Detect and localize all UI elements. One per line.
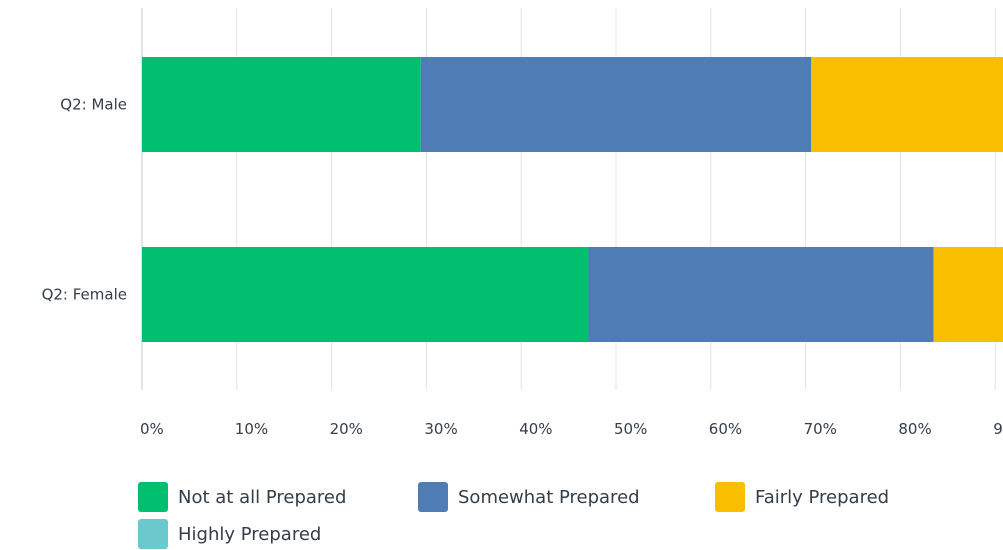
legend-swatch bbox=[418, 482, 448, 512]
category-label: Q2: Female bbox=[42, 286, 127, 304]
x-tick-label: 50% bbox=[614, 420, 647, 438]
x-tick-label: 0% bbox=[140, 420, 164, 438]
x-tick-label: 40% bbox=[519, 420, 552, 438]
bar-segment[interactable] bbox=[811, 57, 1003, 152]
x-tick-label: 90 bbox=[993, 420, 1003, 438]
x-tick-label: 60% bbox=[709, 420, 742, 438]
legend-label: Fairly Prepared bbox=[755, 486, 890, 508]
legend-label: Highly Prepared bbox=[178, 523, 322, 545]
bar-segment[interactable] bbox=[588, 247, 934, 342]
legend-swatch bbox=[138, 482, 168, 512]
x-tick-label: 80% bbox=[898, 420, 931, 438]
legend-item-not-at-all-prepared[interactable]: Not at all Prepared bbox=[138, 482, 346, 512]
x-tick-label: 70% bbox=[804, 420, 837, 438]
legend-label: Somewhat Prepared bbox=[458, 486, 640, 508]
x-tick-label: 20% bbox=[330, 420, 363, 438]
bars bbox=[142, 57, 1003, 342]
x-tick-label: 30% bbox=[424, 420, 457, 438]
legend-swatch bbox=[138, 519, 168, 549]
category-label: Q2: Male bbox=[60, 96, 127, 114]
bar-segment[interactable] bbox=[142, 247, 589, 342]
x-tick-label: 10% bbox=[235, 420, 268, 438]
legend-item-fairly-prepared[interactable]: Fairly Prepared bbox=[715, 482, 889, 512]
x-tick-labels: 0% 10% 20% 30% 40% 50% 60% 70% 80% 90 bbox=[140, 420, 1003, 438]
legend-label: Not at all Prepared bbox=[178, 486, 347, 508]
bar-segment[interactable] bbox=[142, 57, 421, 152]
legend-swatch bbox=[715, 482, 745, 512]
bar-segment[interactable] bbox=[420, 57, 812, 152]
bar-segment[interactable] bbox=[933, 247, 1003, 342]
stacked-bar-chart: Q2: Male Q2: Female 0% 10% 20% 30% 40% 50% 60% 7… bbox=[42, 8, 1003, 438]
legend-item-somewhat-prepared[interactable]: Somewhat Prepared bbox=[418, 482, 640, 512]
legend-item-highly-prepared[interactable]: Highly Prepared bbox=[138, 519, 321, 549]
category-labels: Q2: Male Q2: Female bbox=[42, 96, 127, 304]
